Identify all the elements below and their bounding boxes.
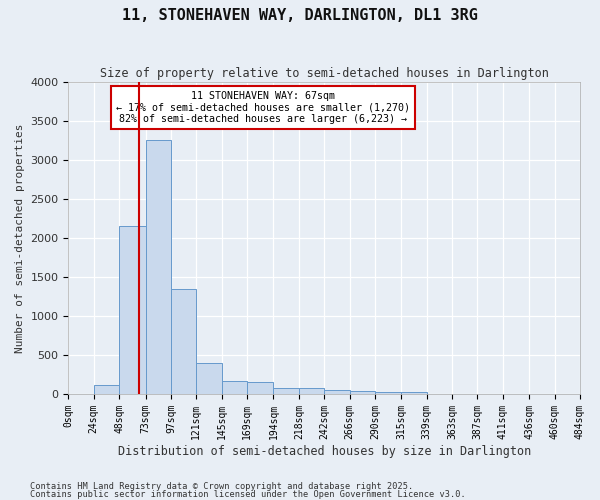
Bar — [196, 362, 221, 394]
Bar — [324, 390, 350, 394]
Text: Contains public sector information licensed under the Open Government Licence v3: Contains public sector information licen… — [30, 490, 466, 499]
Bar — [299, 388, 324, 394]
Bar — [146, 140, 171, 394]
Text: 11 STONEHAVEN WAY: 67sqm
← 17% of semi-detached houses are smaller (1,270)
82% o: 11 STONEHAVEN WAY: 67sqm ← 17% of semi-d… — [116, 91, 410, 124]
Bar — [350, 391, 375, 394]
Bar — [221, 382, 247, 394]
Title: Size of property relative to semi-detached houses in Darlington: Size of property relative to semi-detach… — [100, 68, 548, 80]
Text: 11, STONEHAVEN WAY, DARLINGTON, DL1 3RG: 11, STONEHAVEN WAY, DARLINGTON, DL1 3RG — [122, 8, 478, 22]
Bar — [94, 386, 119, 394]
Bar — [119, 226, 146, 394]
Bar — [401, 392, 427, 394]
Bar — [375, 392, 401, 394]
X-axis label: Distribution of semi-detached houses by size in Darlington: Distribution of semi-detached houses by … — [118, 444, 531, 458]
Text: Contains HM Land Registry data © Crown copyright and database right 2025.: Contains HM Land Registry data © Crown c… — [30, 482, 413, 491]
Bar — [274, 388, 299, 394]
Y-axis label: Number of semi-detached properties: Number of semi-detached properties — [15, 123, 25, 352]
Bar — [247, 382, 274, 394]
Bar — [171, 288, 196, 394]
